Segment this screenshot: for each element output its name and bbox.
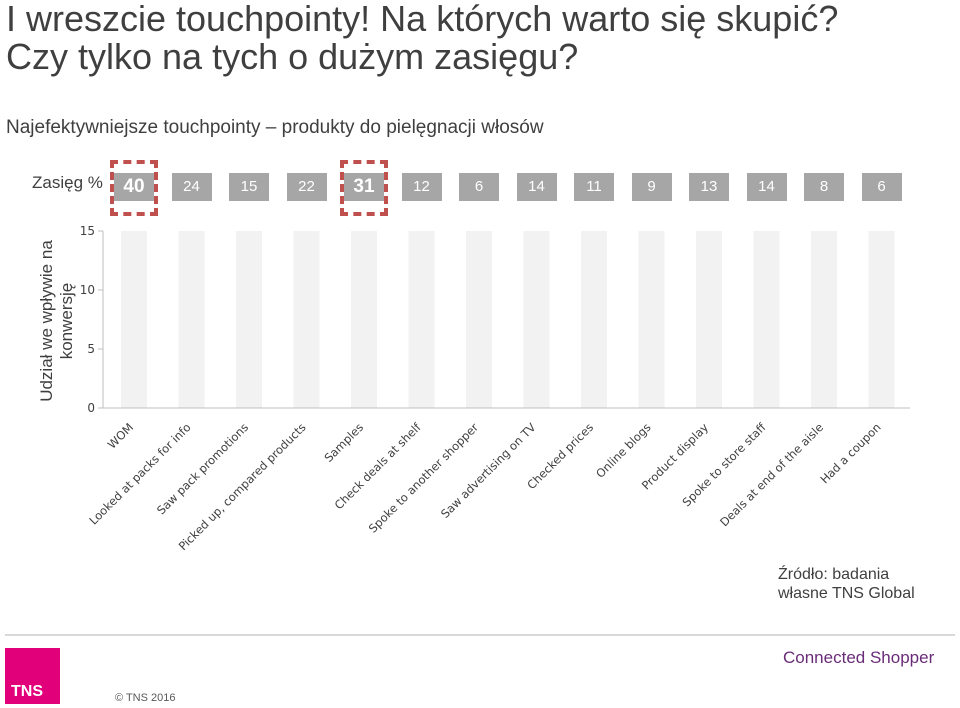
reach-value: 14 — [516, 173, 557, 201]
x-tick-label: Deals at end of the aisle — [717, 420, 826, 529]
x-tick-label: Online blogs — [593, 420, 654, 481]
x-tick-label: WOM — [105, 420, 136, 451]
category-column — [581, 231, 607, 408]
x-tick-label: Spoke to another shopper — [366, 420, 482, 536]
reach-highlight-box — [340, 160, 388, 216]
reach-value: 12 — [401, 173, 442, 201]
reach-highlight-box — [110, 160, 158, 216]
reach-value: 11 — [574, 173, 614, 201]
category-column — [638, 231, 665, 408]
reach-label: Zasięg % — [32, 173, 103, 192]
category-column — [466, 231, 492, 408]
x-tick-label: Saw advertising on TV — [438, 420, 539, 521]
y-tick-label: 10 — [80, 283, 95, 297]
title-line-1: I wreszcie touchpointy! Na których warto… — [6, 0, 839, 39]
connected-shopper-logo: Connected Shopper — [783, 648, 935, 667]
category-column — [293, 231, 320, 408]
reach-value: 24 — [171, 173, 212, 201]
x-tick-label: Samples — [321, 420, 366, 465]
y-tick-label: 0 — [87, 401, 95, 415]
reach-value: 14 — [746, 173, 787, 201]
category-column — [868, 231, 895, 408]
source-line-1: Źródło: badania — [778, 566, 890, 583]
reach-value: 9 — [631, 173, 672, 201]
category-column — [236, 231, 262, 408]
y-tick-label: 5 — [87, 342, 95, 356]
category-column — [811, 231, 837, 408]
category-column — [523, 231, 550, 408]
x-tick-label: Picked up, compared products — [176, 420, 309, 553]
y-tick-label: 15 — [80, 224, 95, 238]
x-tick-label: Looked at packs for info — [86, 420, 193, 527]
tns-logo: TNS — [5, 648, 60, 704]
reach-value: 6 — [861, 173, 902, 201]
category-column — [351, 231, 377, 408]
reach-value: 8 — [804, 173, 844, 201]
category-column — [121, 231, 147, 408]
chart-subtitle: Najefektywniejsze touchpointy – produkty… — [6, 117, 544, 138]
source-line-2: własne TNS Global — [778, 585, 915, 602]
copyright: © TNS 2016 — [115, 692, 176, 704]
reach-value: 31 — [344, 173, 384, 201]
source-note: Źródło: badania własne TNS Global — [778, 565, 915, 603]
tns-logo-text: TNS — [11, 683, 43, 700]
x-tick-label: Had a coupon — [817, 420, 883, 486]
page-title: I wreszcie touchpointy! Na których warto… — [6, 0, 838, 76]
reach-value: 22 — [286, 173, 327, 201]
category-column — [753, 231, 780, 408]
title-line-2: Czy tylko na tych o dużym zasięgu? — [6, 36, 579, 77]
reach-value: 15 — [229, 173, 269, 201]
reach-value: 40 — [114, 173, 154, 201]
category-column — [408, 231, 435, 408]
category-column — [696, 231, 722, 408]
reach-value: 13 — [689, 173, 729, 201]
reach-value: 6 — [459, 173, 499, 201]
category-column — [178, 231, 205, 408]
footer-divider — [5, 634, 955, 636]
